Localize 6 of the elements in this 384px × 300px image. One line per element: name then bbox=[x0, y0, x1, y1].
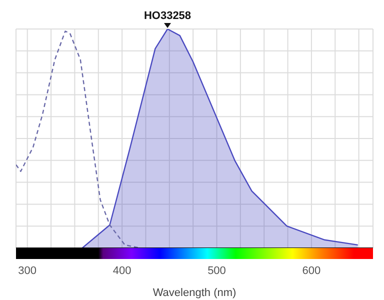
annotation: HO33258 bbox=[144, 10, 192, 22]
x-axis-title: Wavelength (nm) bbox=[152, 287, 236, 299]
x-tick-label: 600 bbox=[302, 264, 321, 277]
x-tick-label: 400 bbox=[112, 264, 132, 277]
x-tick-label: 300 bbox=[18, 264, 37, 277]
x-tick-label: 500 bbox=[208, 264, 226, 277]
